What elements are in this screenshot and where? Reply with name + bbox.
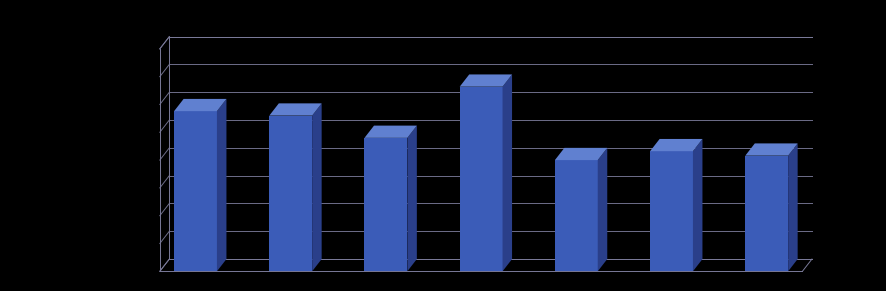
Polygon shape xyxy=(269,103,322,116)
Polygon shape xyxy=(650,139,703,151)
Polygon shape xyxy=(555,160,598,271)
Polygon shape xyxy=(408,126,416,271)
Polygon shape xyxy=(789,143,797,271)
Polygon shape xyxy=(364,138,408,271)
Polygon shape xyxy=(364,126,416,138)
Polygon shape xyxy=(460,74,512,87)
Polygon shape xyxy=(693,139,703,271)
Polygon shape xyxy=(745,143,797,156)
Polygon shape xyxy=(312,103,322,271)
Polygon shape xyxy=(269,116,312,271)
Polygon shape xyxy=(650,151,693,271)
Polygon shape xyxy=(217,99,227,271)
Polygon shape xyxy=(460,87,502,271)
Polygon shape xyxy=(745,156,789,271)
Polygon shape xyxy=(174,111,217,271)
Polygon shape xyxy=(502,74,512,271)
Polygon shape xyxy=(555,148,607,160)
Polygon shape xyxy=(598,148,607,271)
Polygon shape xyxy=(174,99,227,111)
